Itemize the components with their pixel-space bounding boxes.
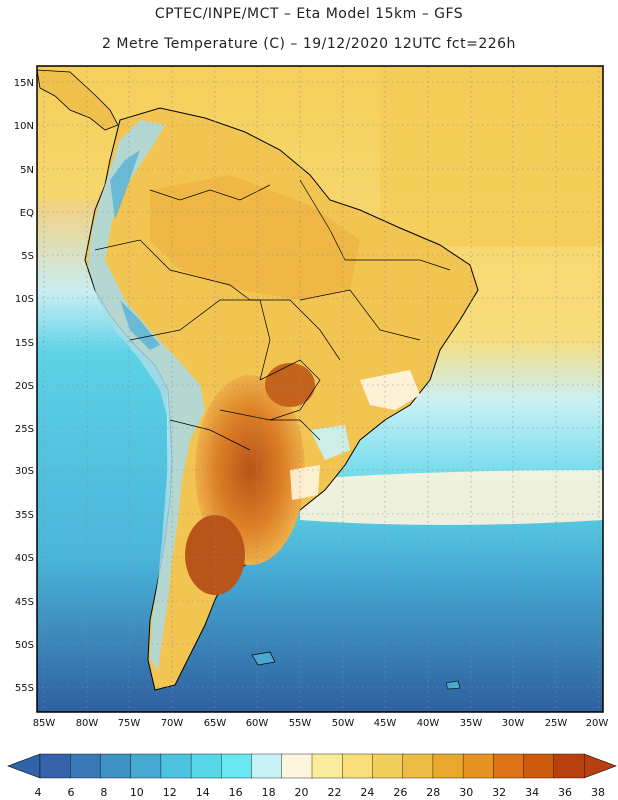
colorbar-cell bbox=[190, 753, 223, 779]
lat-label: 20S bbox=[15, 381, 34, 392]
lat-label: 10S bbox=[15, 294, 34, 305]
colorbar-tick-label: 12 bbox=[163, 786, 177, 799]
lon-label: 45W bbox=[374, 718, 397, 729]
lon-label: 65W bbox=[204, 718, 227, 729]
lat-label: 5N bbox=[20, 165, 34, 176]
lon-label: 70W bbox=[161, 718, 184, 729]
lon-label: 25W bbox=[545, 718, 568, 729]
colorbar-tick-label: 38 bbox=[591, 786, 605, 799]
colorbar-cell bbox=[70, 753, 102, 779]
colorbar-tick-label: 22 bbox=[327, 786, 341, 799]
map-frame bbox=[36, 65, 604, 713]
colorbar-cell bbox=[523, 753, 555, 779]
colorbar-tick-label: 26 bbox=[393, 786, 407, 799]
subtropical-cool-band bbox=[300, 470, 603, 525]
andes-cold-spot-north bbox=[110, 150, 140, 220]
colorbar-tick-label: 10 bbox=[130, 786, 144, 799]
colorbar-tick-label: 8 bbox=[100, 786, 107, 799]
colorbar-tick-label: 14 bbox=[196, 786, 210, 799]
colorbar-tick-label: 20 bbox=[295, 786, 309, 799]
lat-label: 15S bbox=[15, 338, 34, 349]
colorbar-cell bbox=[160, 753, 192, 779]
colorbar-low-arrow bbox=[7, 753, 41, 779]
colorbar-cell bbox=[281, 753, 313, 779]
lon-label: 55W bbox=[289, 718, 312, 729]
colorbar-labels: 4 6 8 10 12 14 16 18 20 22 24 26 28 30 32 34 36 38 bbox=[35, 786, 606, 799]
colorbar-tick-label: 28 bbox=[426, 786, 440, 799]
longitude-labels: 85W 80W 75W 70W 65W 60W 55W 50W 45W 40W … bbox=[33, 718, 609, 729]
lat-label: 25S bbox=[15, 424, 34, 435]
colorbar-cell bbox=[372, 753, 404, 779]
south-brazil-cool-patch bbox=[310, 425, 350, 460]
pantanal-hot-spot bbox=[265, 363, 315, 407]
andes-cold-spot-central bbox=[120, 300, 160, 350]
lat-label: 35S bbox=[15, 510, 34, 521]
central-america-land bbox=[37, 69, 119, 131]
lat-label: 50S bbox=[15, 640, 34, 651]
colorbar-cell bbox=[402, 753, 434, 779]
colorbar: 4 6 8 10 12 14 16 18 20 22 24 26 28 30 32 34 36 38 bbox=[7, 753, 617, 799]
political-boundaries bbox=[94, 179, 451, 451]
lat-label: 5S bbox=[21, 251, 34, 262]
colorbar-tick-label: 16 bbox=[229, 786, 243, 799]
colorbar-cell bbox=[251, 753, 283, 779]
lat-label: 40S bbox=[15, 553, 34, 564]
lon-label: 35W bbox=[460, 718, 483, 729]
lon-label: 50W bbox=[332, 718, 355, 729]
lat-label: 30S bbox=[15, 466, 34, 477]
lon-label: 20W bbox=[586, 718, 609, 729]
colorbar-tick-label: 30 bbox=[459, 786, 473, 799]
colorbar-tick-label: 32 bbox=[492, 786, 506, 799]
lat-label: 10N bbox=[14, 121, 34, 132]
colorbar-cell bbox=[553, 753, 585, 779]
lat-label: 15N bbox=[14, 78, 34, 89]
colorbar-cell bbox=[221, 753, 253, 779]
lon-label: 30W bbox=[502, 718, 525, 729]
colorbar-cell bbox=[100, 753, 132, 779]
colorbar-tick-label: 24 bbox=[360, 786, 374, 799]
lat-label: 45S bbox=[15, 597, 34, 608]
map-title-line-1: CPTEC/INPE/MCT – Eta Model 15km – GFS bbox=[154, 6, 464, 22]
lon-label: 75W bbox=[118, 718, 141, 729]
colorbar-tick-label: 18 bbox=[262, 786, 276, 799]
map-field bbox=[37, 66, 603, 712]
uruguay-cool-patch bbox=[290, 465, 320, 500]
lon-label: 80W bbox=[76, 718, 99, 729]
colorbar-cell bbox=[130, 753, 162, 779]
tropical-atlantic-warm-band bbox=[380, 66, 603, 246]
lat-label: 55S bbox=[15, 683, 34, 694]
colorbar-tick-label: 6 bbox=[67, 786, 74, 799]
colorbar-tick-label: 36 bbox=[558, 786, 572, 799]
colorbar-cell bbox=[432, 753, 464, 779]
se-brazil-cool-patch bbox=[360, 370, 420, 410]
amazon-warm-region bbox=[150, 175, 360, 300]
colorbar-tick-label: 34 bbox=[525, 786, 539, 799]
colorbar-cell bbox=[493, 753, 525, 779]
colorbar-cells bbox=[39, 753, 585, 779]
colorbar-cell bbox=[39, 753, 71, 779]
colorbar-cell bbox=[462, 753, 495, 779]
andes-cool-strip bbox=[88, 120, 205, 670]
colorbar-cell bbox=[311, 753, 343, 779]
lon-label: 40W bbox=[417, 718, 440, 729]
colorbar-cell bbox=[342, 753, 374, 779]
colorbar-high-arrow bbox=[583, 753, 617, 779]
lon-label: 85W bbox=[33, 718, 56, 729]
lat-label: EQ bbox=[20, 208, 34, 219]
map-title-line-2: 2 Metre Temperature (C) – 19/12/2020 12U… bbox=[102, 36, 516, 52]
patagonia-north-hot-region bbox=[185, 515, 245, 595]
latitude-labels: 15N 10N 5N EQ 5S 10S 15S 20S 25S 30S 35S… bbox=[14, 78, 34, 694]
lon-label: 60W bbox=[246, 718, 269, 729]
falkland-islands bbox=[251, 651, 276, 666]
colorbar-tick-label: 4 bbox=[35, 786, 42, 799]
